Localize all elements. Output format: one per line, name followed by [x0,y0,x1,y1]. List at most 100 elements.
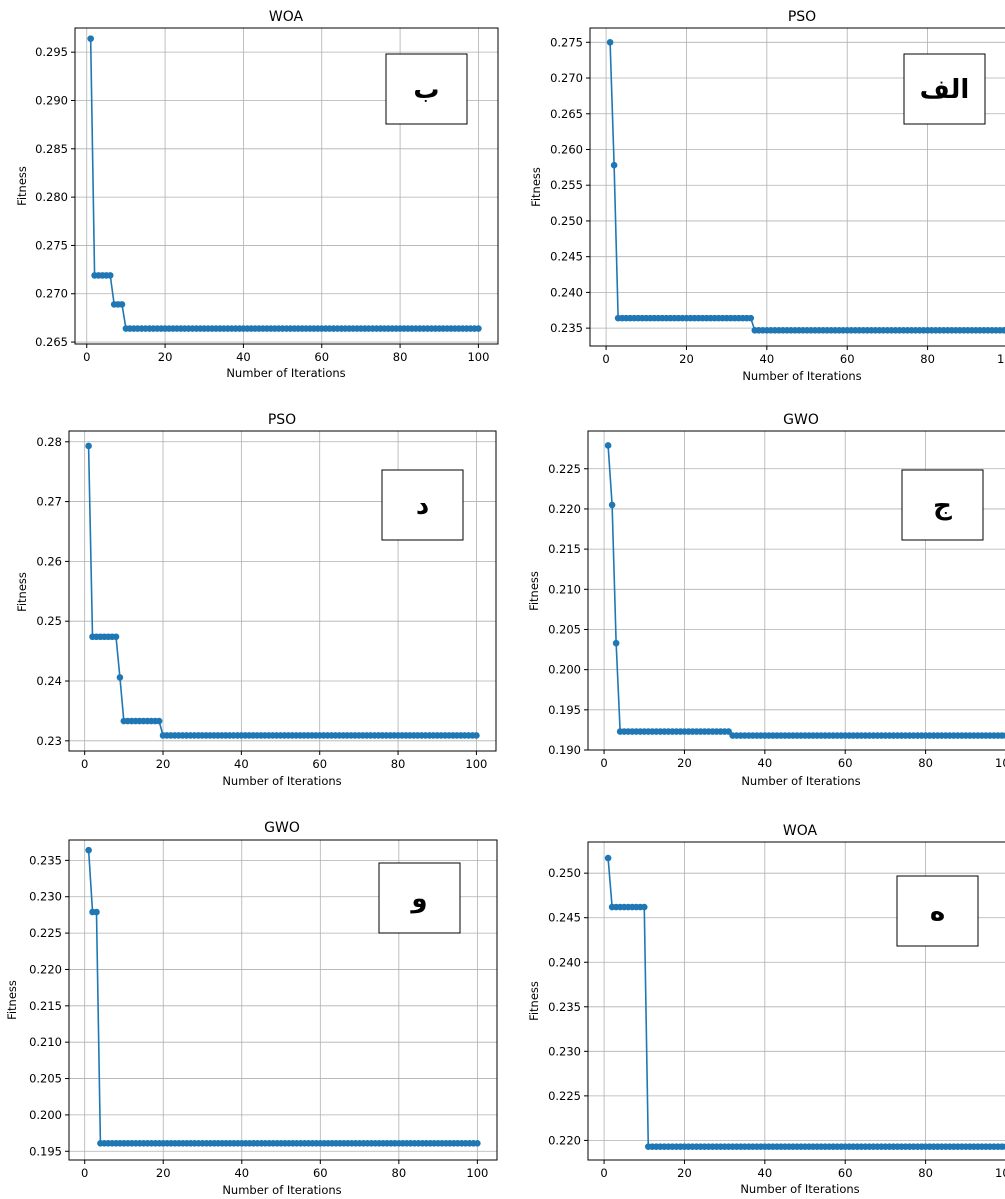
chart-0-data-point [475,325,482,332]
chart-4-xtick-label: 40 [234,1166,249,1180]
chart-3-ytick-label: 0.205 [548,622,581,636]
chart-4-xtick-label: 100 [466,1166,488,1180]
chart-1-ytick-label: 0.270 [550,71,583,85]
chart-4-data-point [85,846,92,854]
chart-0-ytick-label: 0.285 [35,142,68,156]
chart-5-data-point [1002,1143,1005,1150]
chart-3-ytick-label: 0.195 [548,703,581,717]
chart-4-ytick-label: 0.230 [29,890,62,904]
chart-1-ylabel: Fitness [529,167,543,207]
chart-2-xtick-label: 40 [234,757,249,771]
chart-5-ytick-label: 0.235 [548,1000,581,1014]
chart-2-label-box-text: د [416,491,429,521]
chart-3-xtick-label: 20 [677,756,692,770]
chart-2-ytick-label: 0.23 [36,734,62,748]
chart-3-ytick-label: 0.200 [548,663,581,677]
chart-3-xlabel: Number of Iterations [741,774,860,788]
chart-5-data-point [640,903,648,911]
chart-1-data-point [610,161,618,169]
chart-4-ytick-label: 0.210 [29,1035,62,1049]
chart-5-xtick-label: 40 [758,1166,773,1180]
chart-1-xtick-label: 100 [997,352,1005,366]
chart-1-title: PSO [788,9,816,25]
chart-4-ytick-label: 0.220 [29,962,62,976]
chart-3-data-point [608,501,616,509]
chart-0-xlabel: Number of Iterations [226,366,345,380]
chart-0-xtick-label: 60 [314,350,329,364]
chart-2-ytick-label: 0.28 [36,435,62,449]
chart-1-label-box-text: الف [920,75,970,105]
chart-1-ytick-label: 0.275 [550,35,583,49]
chart-2-xlabel: Number of Iterations [222,774,341,788]
chart-2-data-point [85,442,92,450]
chart-1-ytick-label: 0.265 [550,107,583,121]
chart-2-data-point [112,633,120,641]
chart-0-title: WOA [269,9,304,25]
chart-5-xlabel: Number of Iterations [740,1182,859,1196]
chart-3-data-point [612,639,620,647]
chart-1-axes-frame [589,27,1005,347]
chart-5-ytick-label: 0.250 [548,866,581,880]
chart-1-ytick-label: 0.240 [550,285,583,299]
chart-pso-top-right: 0 20 40 60 80 100 0.235 0.240 0.245 0.250 0.255 0.2… [529,9,1005,383]
chart-gwo-bottom-left: 0 20 40 60 80 100 0.195 0.200 0.205 0.210 0.215 0.2… [5,820,498,1197]
chart-3-data-point [725,728,732,735]
chart-3-xtick-label: 80 [918,756,933,770]
chart-1-xtick-label: 40 [760,352,775,366]
chart-2-xtick-label: 0 [81,757,88,771]
chart-1-xtick-label: 20 [679,352,694,366]
chart-2-xtick-label: 60 [312,757,327,771]
chart-3-ytick-label: 0.220 [548,502,581,516]
chart-2-data-point [155,717,163,725]
chart-4-ylabel: Fitness [5,980,19,1020]
chart-0-ytick-label: 0.270 [35,287,68,301]
chart-5-xtick-label: 100 [995,1166,1005,1180]
chart-1-data-point [747,314,755,322]
chart-1-xtick-label: 80 [920,352,935,366]
chart-3-label-box-text: ج [933,491,952,521]
chart-0-ylabel: Fitness [15,166,29,206]
chart-0-axes-frame [74,27,499,345]
chart-0-xtick-label: 0 [83,350,90,364]
chart-5-ytick-label: 0.230 [548,1044,581,1058]
chart-woa-bottom-right: 0 20 40 60 80 100 0.220 0.225 0.230 0.235 0.240 0.2… [527,823,1005,1196]
chart-2-ytick-label: 0.25 [36,614,62,628]
chart-2-title: PSO [268,412,296,428]
chart-4-title: GWO [264,820,300,836]
chart-0-data-point [106,272,114,279]
chart-4-ytick-label: 0.200 [29,1108,62,1122]
chart-4-xtick-label: 60 [313,1166,328,1180]
chart-3-xtick-label: 60 [838,756,853,770]
chart-3-xtick-label: 40 [758,756,773,770]
chart-0-xtick-label: 80 [393,350,408,364]
chart-1-label-box [903,53,986,125]
chart-4-xtick-label: 80 [392,1166,407,1180]
chart-3-ylabel: Fitness [527,571,541,611]
chart-woa-top-left: 0 20 40 60 80 100 0.265 0.270 0.275 0.280 0.285 0.2… [15,9,499,380]
chart-4-xtick-label: 0 [81,1166,88,1180]
chart-1-ytick-label: 0.255 [550,178,583,192]
chart-2-label-box [381,469,464,541]
chart-2-ylabel: Fitness [15,572,29,612]
chart-5-data-point [604,854,612,862]
chart-5-axes-frame [587,841,1005,1161]
chart-4-ytick-label: 0.235 [29,853,62,867]
chart-4-data-point [93,908,100,916]
chart-4-label-box [378,862,461,934]
chart-3-data-point [1002,732,1005,739]
chart-5-ytick-label: 0.220 [548,1133,581,1147]
chart-1-data-point [606,38,614,46]
chart-1-xtick-label: 0 [602,352,609,366]
chart-2-data-point [116,674,124,681]
chart-4-ytick-label: 0.195 [29,1144,62,1158]
chart-1-ytick-label: 0.235 [550,321,583,335]
chart-3-xtick-label: 0 [600,756,607,770]
chart-0-ytick-label: 0.280 [35,190,68,204]
chart-0-ytick-label: 0.275 [35,238,68,252]
chart-0-xtick-label: 40 [236,350,251,364]
chart-5-xtick-label: 20 [677,1166,692,1180]
chart-2-axes-frame [68,430,497,752]
chart-0-xtick-label: 20 [158,350,173,364]
chart-3-ytick-label: 0.225 [548,462,581,476]
chart-2-ytick-label: 0.26 [36,554,62,568]
